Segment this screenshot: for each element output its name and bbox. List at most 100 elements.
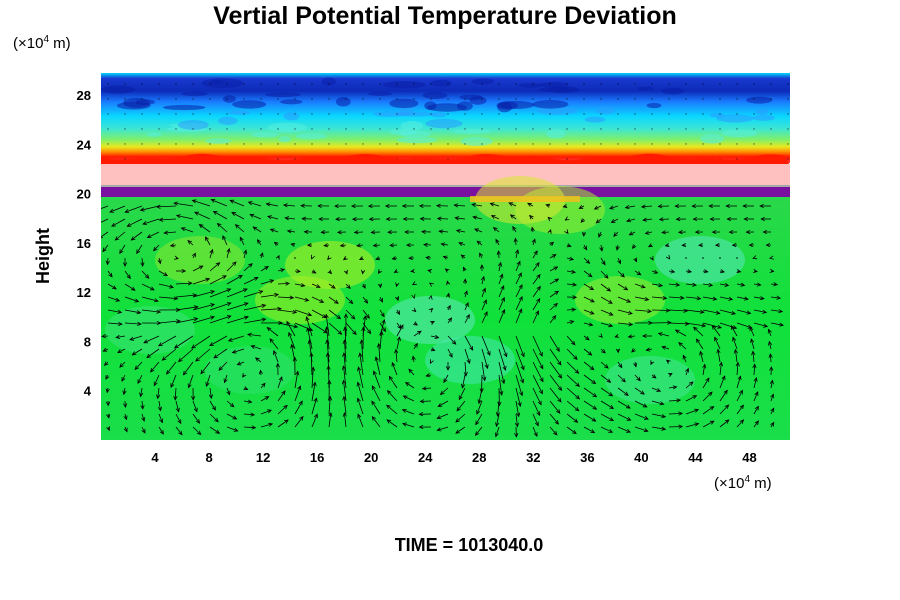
wind-arrow xyxy=(166,361,177,375)
wind-arrow xyxy=(150,361,160,373)
field-dot xyxy=(600,83,602,85)
wind-arrow-head xyxy=(590,298,595,303)
wind-arrow-head xyxy=(615,348,621,354)
field-dot xyxy=(515,98,517,100)
field-dot xyxy=(498,143,500,145)
wind-arrow xyxy=(174,335,194,349)
wind-arrow xyxy=(645,231,653,234)
field-dot xyxy=(277,83,279,85)
wind-arrow xyxy=(192,303,215,311)
wind-arrow xyxy=(498,251,500,259)
wind-arrow-head xyxy=(589,365,595,371)
wind-arrow-head xyxy=(632,244,637,250)
field-dot xyxy=(668,143,670,145)
wind-arrow-head xyxy=(222,235,227,241)
wind-arrow xyxy=(515,261,521,272)
wind-arrow-head xyxy=(442,255,448,260)
wind-arrow xyxy=(753,377,757,389)
field-dot xyxy=(532,113,534,115)
wind-arrow xyxy=(583,270,593,278)
field-dot xyxy=(107,128,109,130)
field-dot xyxy=(141,98,143,100)
wind-arrow-head xyxy=(324,313,329,319)
wind-arrow-head xyxy=(595,219,601,224)
field-dot xyxy=(107,143,109,145)
wind-arrow-head xyxy=(695,338,701,344)
wind-arrow-head xyxy=(139,392,144,398)
wind-arrow xyxy=(235,224,245,233)
wind-arrow-head xyxy=(601,260,606,266)
wind-arrow-head xyxy=(157,342,163,347)
y-axis-label: Height xyxy=(33,228,53,284)
field-dot xyxy=(719,83,721,85)
wind-arrow-head xyxy=(387,230,392,235)
field-patch xyxy=(209,80,225,85)
wind-arrow xyxy=(328,322,342,335)
field-dot xyxy=(787,113,789,115)
wind-arrow xyxy=(158,257,161,264)
wind-arrow-head xyxy=(402,216,408,222)
wind-arrow xyxy=(199,224,211,233)
wind-arrow xyxy=(481,361,486,381)
field-dot xyxy=(158,98,160,100)
wind-arrow xyxy=(141,257,144,267)
field-dot xyxy=(668,98,670,100)
wind-arrow-head xyxy=(724,282,730,287)
wind-arrow-head xyxy=(122,390,127,396)
wind-arrow xyxy=(770,380,773,389)
wind-arrow-head xyxy=(692,395,698,400)
wind-vectors xyxy=(101,198,785,438)
wind-arrow xyxy=(269,338,279,350)
wind-arrow-head xyxy=(698,242,703,248)
wind-arrow-head xyxy=(169,243,175,248)
wind-arrow-head xyxy=(746,310,752,315)
wind-arrow-head xyxy=(273,350,277,355)
wind-arrow xyxy=(141,400,144,409)
field-dot xyxy=(260,83,262,85)
wind-arrow xyxy=(634,400,647,408)
wind-arrow xyxy=(107,296,120,302)
wind-arrow xyxy=(277,322,298,328)
wind-arrow-head xyxy=(574,369,580,374)
wind-arrow-head xyxy=(495,412,500,417)
field-dot xyxy=(787,158,789,160)
wind-arrow xyxy=(231,212,245,220)
wind-arrow-head xyxy=(163,230,169,235)
wind-arrow-head xyxy=(599,246,604,252)
wind-arrow-head xyxy=(284,216,290,221)
field-dot xyxy=(532,128,534,130)
wind-arrow-head xyxy=(121,377,126,382)
wind-arrow-head xyxy=(376,342,382,348)
wind-arrow-head xyxy=(592,405,598,410)
wind-arrow xyxy=(402,409,415,415)
wind-arrow-head xyxy=(210,290,216,295)
wind-arrow xyxy=(566,426,577,434)
wind-arrow-head xyxy=(278,320,283,326)
wind-arrow-head xyxy=(304,297,310,302)
wind-arrow-head xyxy=(283,404,288,410)
wind-arrow-head xyxy=(317,203,322,209)
wind-arrow xyxy=(464,361,467,376)
wind-arrow xyxy=(515,413,518,427)
wind-arrow-head xyxy=(290,242,296,247)
field-dot xyxy=(413,128,415,130)
wind-arrow xyxy=(512,226,517,233)
wind-arrow-head xyxy=(259,252,264,258)
wind-arrow xyxy=(141,270,150,279)
wind-arrow-head xyxy=(261,303,267,309)
wind-arrow xyxy=(458,387,466,400)
wind-arrow-head xyxy=(371,400,376,406)
wind-arrow xyxy=(443,374,449,383)
wind-arrow-head xyxy=(258,369,263,375)
wind-arrow-head xyxy=(205,382,210,387)
field-dot xyxy=(396,113,398,115)
wind-arrow-head xyxy=(625,218,631,223)
wind-arrow-head xyxy=(455,429,460,434)
wind-arrow xyxy=(243,290,263,298)
wind-arrow xyxy=(515,272,522,285)
wind-arrow-head xyxy=(267,215,272,220)
wind-arrow xyxy=(277,283,290,285)
wind-arrow xyxy=(617,426,631,433)
wind-arrow xyxy=(474,228,483,233)
field-dot xyxy=(532,143,534,145)
